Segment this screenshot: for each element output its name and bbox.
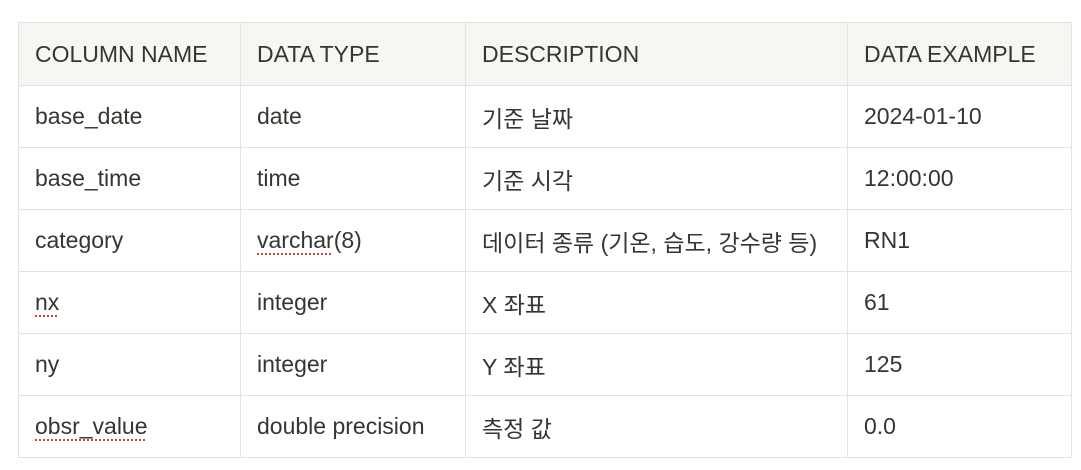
cell-column-name[interactable]: ny bbox=[18, 333, 241, 396]
cell-description[interactable]: 측정 값 bbox=[465, 395, 848, 458]
cell-description[interactable]: 기준 시각 bbox=[465, 147, 848, 210]
header-description[interactable]: DESCRIPTION bbox=[465, 22, 848, 86]
cell-data-type[interactable]: varchar(8) bbox=[240, 209, 466, 272]
cell-data-example[interactable]: 12:00:00 bbox=[847, 147, 1072, 210]
table-row: ny integer Y 좌표 125 bbox=[18, 333, 1072, 396]
cell-data-example[interactable]: 0.0 bbox=[847, 395, 1072, 458]
table-row: nx integer X 좌표 61 bbox=[18, 271, 1072, 334]
cell-data-type[interactable]: double precision bbox=[240, 395, 466, 458]
cell-column-name[interactable]: base_date bbox=[18, 85, 241, 148]
cell-column-name[interactable]: category bbox=[18, 209, 241, 272]
cell-description[interactable]: Y 좌표 bbox=[465, 333, 848, 396]
table-row: obsr_value double precision 측정 값 0.0 bbox=[18, 395, 1072, 458]
cell-data-type[interactable]: integer bbox=[240, 333, 466, 396]
header-column-name[interactable]: COLUMN NAME bbox=[18, 22, 241, 86]
cell-data-example[interactable]: 125 bbox=[847, 333, 1072, 396]
spellcheck-flagged-word: nx bbox=[35, 289, 60, 315]
table-row: category varchar(8) 데이터 종류 (기온, 습도, 강수량 … bbox=[18, 209, 1072, 272]
cell-description[interactable]: X 좌표 bbox=[465, 271, 848, 334]
spellcheck-flagged-word: varchar bbox=[257, 227, 334, 253]
schema-table: COLUMN NAME DATA TYPE DESCRIPTION DATA E… bbox=[18, 22, 1072, 458]
cell-description[interactable]: 기준 날짜 bbox=[465, 85, 848, 148]
table-row: base_date date 기준 날짜 2024-01-10 bbox=[18, 85, 1072, 148]
cell-column-name[interactable]: nx bbox=[18, 271, 241, 334]
cell-data-type-suffix: (8) bbox=[333, 227, 362, 253]
spellcheck-flagged-word: obsr_value bbox=[35, 413, 148, 439]
cell-data-example[interactable]: 2024-01-10 bbox=[847, 85, 1072, 148]
cell-column-name[interactable]: obsr_value bbox=[18, 395, 241, 458]
table-header-row: COLUMN NAME DATA TYPE DESCRIPTION DATA E… bbox=[18, 22, 1072, 86]
header-data-example[interactable]: DATA EXAMPLE bbox=[847, 22, 1072, 86]
table-row: base_time time 기준 시각 12:00:00 bbox=[18, 147, 1072, 210]
cell-data-type[interactable]: date bbox=[240, 85, 466, 148]
cell-data-type[interactable]: time bbox=[240, 147, 466, 210]
cell-column-name[interactable]: base_time bbox=[18, 147, 241, 210]
cell-description[interactable]: 데이터 종류 (기온, 습도, 강수량 등) bbox=[465, 209, 848, 272]
header-data-type[interactable]: DATA TYPE bbox=[240, 22, 466, 86]
cell-data-example[interactable]: 61 bbox=[847, 271, 1072, 334]
cell-data-type[interactable]: integer bbox=[240, 271, 466, 334]
schema-table-container: COLUMN NAME DATA TYPE DESCRIPTION DATA E… bbox=[18, 22, 1072, 458]
cell-data-example[interactable]: RN1 bbox=[847, 209, 1072, 272]
